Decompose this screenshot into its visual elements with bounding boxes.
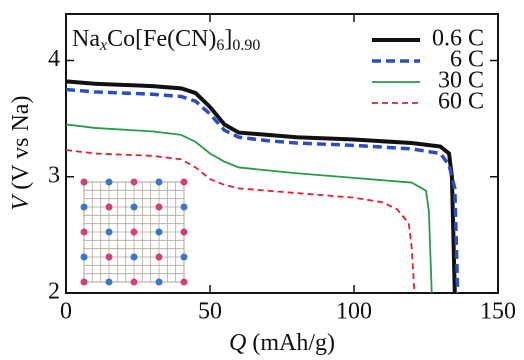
y-tick-label: 4 — [48, 46, 60, 72]
inset-atom — [106, 229, 113, 236]
y-tick-label: 2 — [48, 279, 60, 305]
inset-atom — [181, 279, 188, 286]
inset-atom — [81, 229, 88, 236]
inset-atom — [81, 279, 88, 286]
inset-atom — [81, 254, 88, 261]
inset-atom — [106, 279, 113, 286]
legend-label: 60 C — [438, 89, 484, 115]
inset-atom — [181, 229, 188, 236]
inset-atom — [156, 279, 163, 286]
data-line — [66, 90, 458, 293]
inset-atom — [81, 179, 88, 186]
chart: NaxCo[Fe(CN)6]0.90 Q (mAh/g) V (V vs Na)… — [0, 0, 524, 360]
y-tick-label: 3 — [48, 162, 60, 188]
title-part: Co[Fe(CN) — [107, 26, 216, 52]
x-label-unit: (mAh/g) — [252, 330, 335, 356]
x-tick-label: 100 — [336, 299, 372, 325]
title-part: ] — [224, 26, 232, 52]
data-line — [66, 150, 414, 293]
inset-atom — [81, 204, 88, 211]
inset-atom — [106, 179, 113, 186]
x-axis-label: Q (mAh/g) — [229, 330, 335, 356]
inset-atom — [156, 229, 163, 236]
inset-atom — [106, 204, 113, 211]
title-part: Na — [72, 26, 100, 52]
title-part: 6 — [216, 37, 224, 54]
chart-title: NaxCo[Fe(CN)6]0.90 — [72, 26, 260, 54]
inset-atom — [131, 204, 138, 211]
x-tick-label: 150 — [480, 299, 516, 325]
inset-atom — [156, 254, 163, 261]
inset-atom — [156, 179, 163, 186]
crystal-structure-inset — [81, 179, 188, 286]
inset-atom — [131, 229, 138, 236]
inset-atom — [156, 204, 163, 211]
x-tick-label: 0 — [60, 299, 72, 325]
inset-atom — [131, 254, 138, 261]
inset-atom — [181, 204, 188, 211]
inset-atom — [181, 179, 188, 186]
inset-atom — [181, 254, 188, 261]
title-part: x — [99, 37, 107, 54]
inset-atom — [106, 254, 113, 261]
x-label-var: Q — [229, 330, 246, 356]
inset-atom — [131, 179, 138, 186]
y-label-var: V — [8, 193, 34, 210]
y-label-unit: (V vs Na) — [8, 96, 34, 190]
data-line — [66, 124, 432, 293]
title-part: 0.90 — [232, 37, 260, 54]
inset-atom — [131, 279, 138, 286]
y-axis-label: V (V vs Na) — [8, 96, 34, 211]
x-tick-label: 50 — [198, 299, 222, 325]
data-line — [66, 81, 455, 293]
